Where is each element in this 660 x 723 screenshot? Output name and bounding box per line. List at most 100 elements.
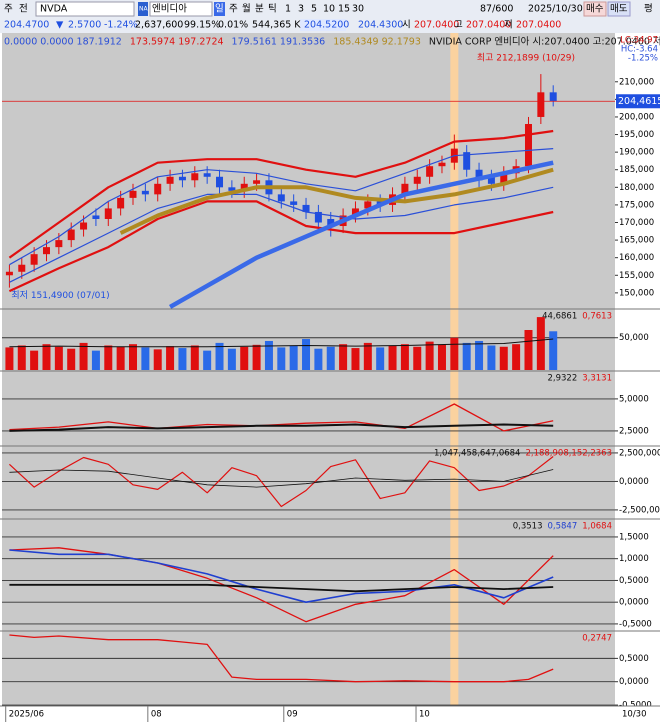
button[interactable]: 1 [285, 4, 291, 15]
indicator-line [8, 129, 554, 259]
button[interactable]: 30 [352, 4, 364, 15]
quote-row: 204.4700 ▼ 2.5700 -1.24% 2,637,600 99.15… [4, 20, 561, 31]
button[interactable]: 5 [311, 4, 317, 15]
symbol-input[interactable] [35, 1, 135, 17]
panel-value: 0,3513 [513, 522, 543, 532]
change-pct: -1.24% [104, 20, 138, 31]
y-tick-label: 0,0000 [619, 677, 649, 687]
volume-bar [499, 346, 508, 370]
indicator-line [9, 338, 554, 348]
volume-bar [215, 342, 224, 370]
x-tick-label: 10 [419, 710, 430, 720]
y-tick-label: 0,5000 [619, 654, 649, 664]
x-tick-label: 2025/06 [9, 710, 44, 720]
panel-value: 44,6861 [542, 312, 577, 322]
button[interactable]: 평 [644, 4, 653, 15]
volume-bar [54, 346, 63, 370]
y-tick-label: 175,000 [619, 200, 654, 210]
volume-bar [227, 348, 236, 370]
volume-bar [240, 346, 249, 370]
candle-body [475, 169, 483, 181]
volume-bar [339, 344, 348, 370]
panel-value: 1,047,458,647,0684 [434, 449, 521, 459]
amount: 544,365 K [252, 20, 301, 31]
volume-bar [413, 346, 422, 370]
volume-bar [450, 337, 459, 370]
sell[interactable]: 매도 [610, 4, 628, 15]
panel-value: 0,7613 [582, 312, 612, 322]
button[interactable]: 월 [242, 3, 251, 15]
indicator-line [8, 456, 554, 508]
label: 시 [402, 20, 411, 31]
button[interactable]: 3 [298, 4, 304, 15]
date[interactable]: 2025/10/30 [528, 4, 583, 15]
indicator-line [9, 469, 554, 488]
candle-body [129, 190, 137, 198]
candle-body [30, 254, 38, 265]
symbol[interactable]: NVDA [40, 4, 68, 15]
period-selected[interactable] [214, 2, 225, 16]
y-tick-label: 1,0000 [619, 554, 649, 564]
indicator-line [9, 186, 554, 283]
toolbar-row: 주 전 NVDA NA 엔비디아 일 주 월 분 틱 1 3 5 10 15 3… [4, 3, 653, 15]
x-tick-label: 09 [287, 710, 298, 720]
candle-body [327, 218, 335, 227]
candle-body [18, 264, 26, 272]
ratio: 99.15% [184, 20, 220, 31]
ratio: 0.01% [218, 20, 248, 31]
volume-bar [79, 342, 88, 370]
indicator-line [119, 167, 554, 235]
sell-button[interactable] [607, 1, 631, 17]
volume-bar [67, 348, 76, 370]
label: 저 [504, 20, 513, 31]
corner-label: HC:-3.64 [621, 45, 658, 55]
volume-bar [17, 345, 26, 370]
volume-bar [475, 340, 484, 370]
y-tick-label: -2,500,000 [619, 505, 660, 515]
volume-bar [42, 344, 51, 370]
candle-body [55, 240, 63, 248]
button[interactable]: 주 [229, 4, 238, 15]
indicator-line [9, 547, 554, 623]
buy-button[interactable] [583, 1, 607, 17]
button[interactable]: 전 [19, 4, 28, 15]
candle-body [277, 194, 285, 202]
candle-body [314, 211, 322, 223]
high: 207.0400 [466, 20, 511, 31]
candle-body [117, 197, 125, 209]
legend-item: 0.0000 0.0000 187.1912 [4, 37, 122, 48]
volume-bar [116, 346, 125, 370]
candle-body [166, 176, 174, 184]
button[interactable]: 주 [4, 4, 13, 15]
volume-bar [512, 344, 521, 370]
volume-bar [351, 348, 360, 370]
buy[interactable]: 매수 [586, 4, 604, 15]
last-price-box [616, 94, 660, 109]
indicator-line [9, 148, 554, 266]
y-tick-label: 160,000 [619, 253, 654, 263]
x-end-label: 10/30 [622, 710, 647, 720]
count: 87/600 [480, 4, 513, 15]
price-box [300, 19, 346, 31]
button[interactable]: 10 [323, 4, 335, 15]
volume-bar [190, 345, 199, 370]
volume-bar [376, 347, 385, 370]
candle-body [413, 176, 421, 184]
button[interactable]: 분 [255, 4, 264, 15]
candle-body [426, 166, 434, 177]
y-tick-label: 150,000 [619, 288, 654, 298]
candle-body [364, 201, 372, 209]
button[interactable]: 틱 [268, 3, 277, 15]
legend-item: 185.4349 92.1793 [333, 37, 421, 48]
candle-body [253, 180, 261, 184]
button[interactable]: 일 [215, 4, 224, 15]
corner-label: -1.25% [628, 54, 658, 64]
volume-bar [129, 344, 138, 370]
volume-bar [30, 350, 39, 370]
last-price-label: 204,4615 [618, 96, 660, 107]
candle-body [203, 173, 211, 177]
candle-body [42, 247, 50, 255]
y-tick-label: 210,000 [619, 77, 654, 87]
button[interactable]: 15 [338, 4, 350, 15]
candle-body [438, 162, 446, 167]
